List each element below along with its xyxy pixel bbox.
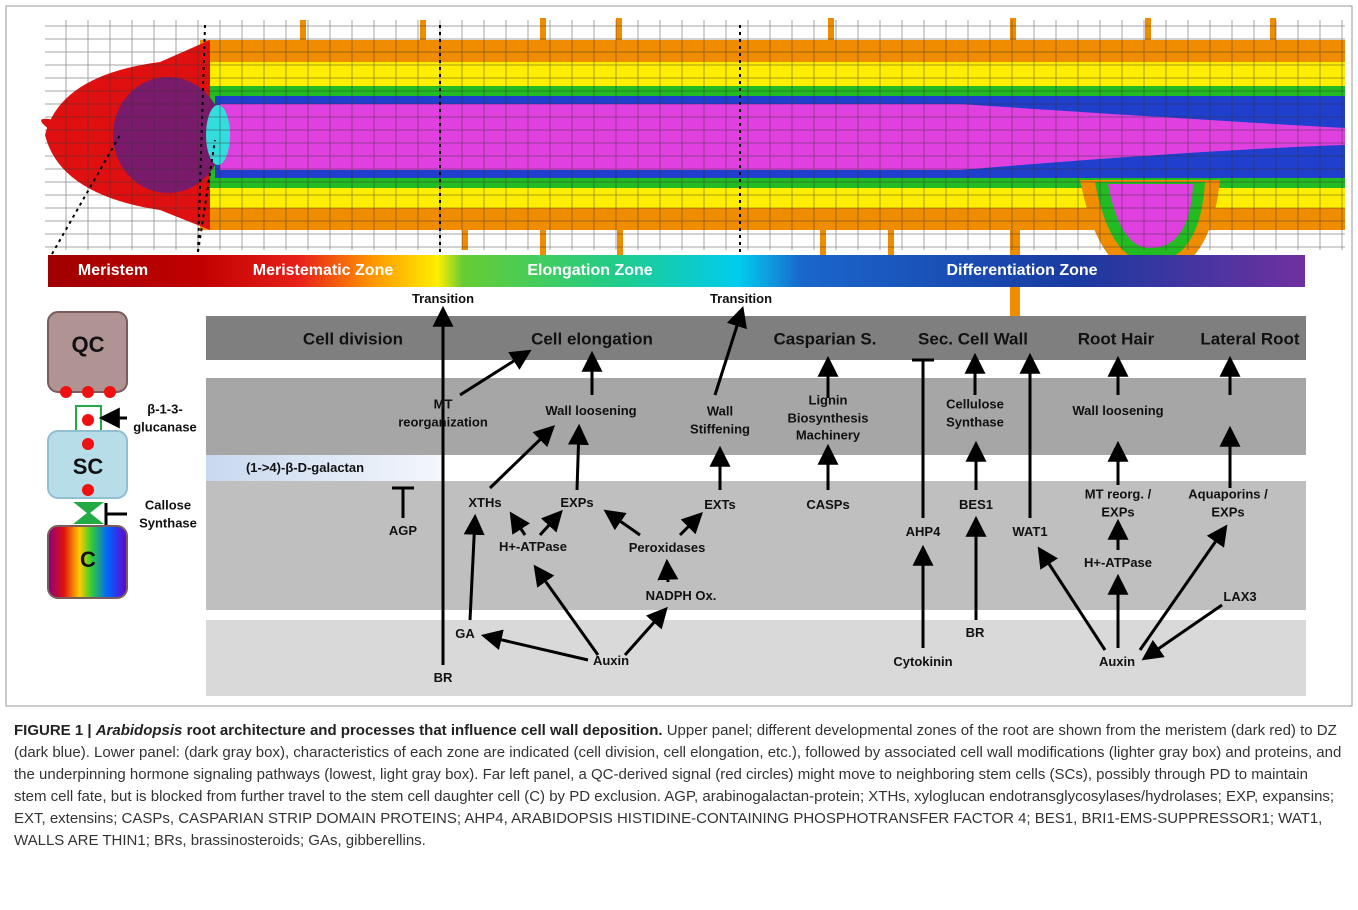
arrows: [98, 305, 1241, 665]
hormone-band: [206, 620, 1306, 696]
arrow: [623, 606, 668, 656]
process-label: Casparian S.: [773, 329, 877, 349]
caption: FIGURE 1 | Arabidopsis root architecture…: [14, 720, 1344, 852]
protein-label: NADPH Ox.: [645, 588, 717, 604]
hormone-label: Auxin: [1098, 654, 1136, 670]
figure: [5, 5, 1353, 707]
protein-label: BES1: [959, 497, 993, 513]
process-label: Root Hair: [1077, 329, 1155, 349]
hormone-label: BR: [433, 670, 453, 686]
modification-label: Lignin Biosynthesis Machinery: [787, 392, 869, 443]
arrow: [603, 509, 641, 537]
modification-label: Wall loosening: [1072, 403, 1164, 419]
frame: [5, 5, 1353, 707]
hormone-label: Auxin: [592, 653, 630, 669]
modification-label: Wall loosening: [545, 403, 637, 419]
transition-label: Transition: [411, 291, 475, 307]
caption-body: Upper panel; different developmental zon…: [14, 722, 1342, 849]
sc-label: SC: [72, 454, 104, 480]
zone-label: Differentiation Zone: [946, 262, 1098, 280]
transition-label: Transition: [709, 291, 773, 307]
arrow: [488, 425, 556, 490]
galactan-label: (1->4)-β-D-galactan: [245, 460, 365, 476]
caption-label: FIGURE 1 |: [14, 722, 92, 739]
caption-title: root architecture and processes that inf…: [186, 722, 663, 739]
callose-label: Callose Synthase: [139, 497, 197, 530]
protein-label: EXTs: [704, 497, 736, 513]
protein-label: WAT1: [1012, 524, 1048, 540]
arrow: [538, 509, 563, 537]
process-label: Sec. Cell Wall: [918, 329, 1028, 349]
protein-label: EXPs: [560, 495, 594, 511]
zone-bar: [48, 255, 1305, 287]
protein-label: XTHs: [468, 495, 502, 511]
process-band: [206, 316, 1306, 360]
zone-label: Meristem: [77, 262, 149, 280]
protein-label: AHP4: [905, 524, 941, 540]
root-illustration: [41, 18, 1345, 340]
zone-label: Meristematic Zone: [252, 262, 394, 280]
protein-label: H+-ATPase: [498, 539, 568, 555]
process-label: Cell elongation: [531, 329, 653, 349]
hormone-label: GA: [455, 626, 475, 642]
arrow: [1037, 546, 1107, 651]
protein-label: MT reorg. / EXPs: [1084, 486, 1152, 519]
protein-label: Aquaporins / EXPs: [1188, 486, 1268, 519]
process-label: Cell division: [302, 329, 404, 349]
arrow: [480, 629, 589, 662]
arrow: [533, 564, 600, 656]
protein-label: H+-ATPase: [1083, 555, 1153, 571]
arrow: [678, 512, 703, 537]
arrow: [1141, 603, 1223, 661]
glucanase-label: β-1-3-glucanase: [133, 401, 197, 434]
arrow: [463, 513, 485, 621]
zone-label: Elongation Zone: [527, 262, 653, 280]
caption-species: Arabidopsis: [95, 722, 183, 739]
modification-label: MT reorganization: [398, 396, 488, 429]
arrow: [509, 511, 530, 536]
c-label: C: [80, 547, 96, 573]
arrow: [459, 349, 532, 397]
arrow: [1138, 524, 1228, 651]
arrow: [713, 305, 747, 396]
protein-label: CASPs: [806, 497, 850, 513]
stem-cell-panel: [47, 311, 128, 599]
protein-label: AGP: [388, 523, 418, 539]
protein-label: Peroxidases: [628, 540, 706, 556]
protein-label: LAX3: [1223, 589, 1257, 605]
galactan-band: [206, 455, 443, 481]
hormone-label: BR: [965, 625, 985, 641]
arrow: [567, 423, 589, 491]
modification-label: Wall Stiffening: [690, 403, 750, 436]
arrow: [657, 558, 679, 583]
modification-label: Cellulose Synthase: [946, 396, 1004, 429]
hormone-label: Cytokinin: [893, 654, 953, 670]
process-label: Lateral Root: [1200, 329, 1300, 349]
qc-label: QC: [71, 332, 105, 358]
